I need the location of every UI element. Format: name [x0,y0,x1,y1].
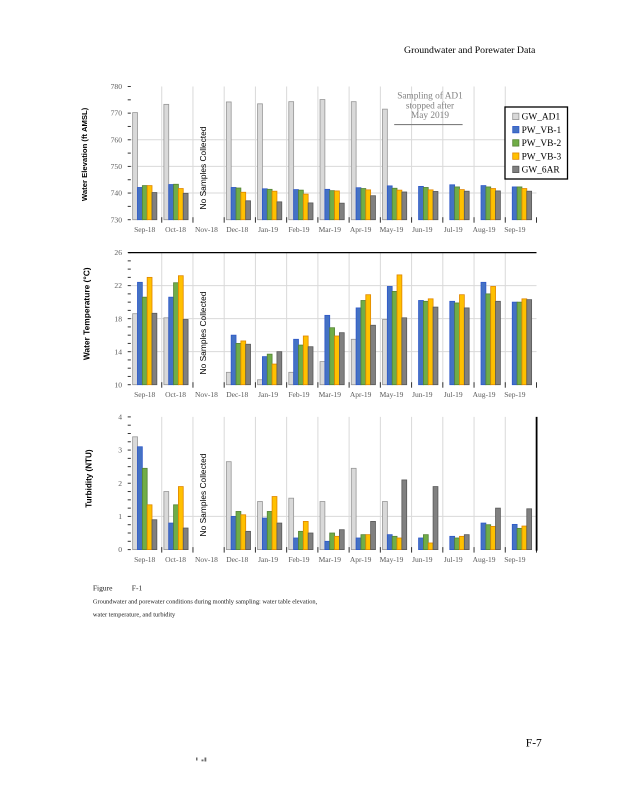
svg-text:PW_VB-2: PW_VB-2 [522,139,562,149]
svg-text:1: 1 [118,512,122,521]
svg-text:Groundwater and porewater cond: Groundwater and porewater conditions dur… [93,598,318,605]
svg-text:0: 0 [118,545,122,554]
svg-text:Dec-18: Dec-18 [226,225,248,234]
svg-text:3: 3 [118,446,122,455]
svg-text:Sep-19: Sep-19 [504,225,525,234]
svg-text:Nov-18: Nov-18 [195,225,218,234]
svg-text:GW_AD1: GW_AD1 [522,113,561,123]
svg-text:Groundwater and Porewater Data: Groundwater and Porewater Data [404,45,536,56]
svg-text:2: 2 [118,479,122,488]
svg-text:Nov-18: Nov-18 [195,390,218,399]
svg-text:Sep-19: Sep-19 [504,555,525,564]
svg-text:Sep-18: Sep-18 [134,390,155,399]
svg-text:Apr-19: Apr-19 [350,390,372,399]
svg-text:water temperature, and turbidi: water temperature, and turbidity [93,611,176,618]
svg-text:Aug-19: Aug-19 [473,555,496,564]
svg-text:Jul-19: Jul-19 [444,390,463,399]
svg-text:PW_VB-1: PW_VB-1 [522,126,562,136]
svg-text:Jan-19: Jan-19 [258,555,278,564]
svg-text:4: 4 [118,413,122,422]
svg-text:Water Temperature (°C): Water Temperature (°C) [82,267,92,360]
svg-text:PW_VB-3: PW_VB-3 [522,152,562,162]
svg-text:730: 730 [111,215,123,224]
svg-text:GW_6AR: GW_6AR [522,166,561,176]
svg-text:770: 770 [111,109,123,118]
svg-text:Oct-18: Oct-18 [165,390,186,399]
svg-text:F-1: F-1 [132,583,143,592]
svg-text:Sep-18: Sep-18 [134,225,155,234]
svg-text:Aug-19: Aug-19 [473,225,496,234]
svg-text:Dec-18: Dec-18 [226,390,248,399]
svg-text:No Samples Collected: No Samples Collected [198,453,208,536]
svg-text:Apr-19: Apr-19 [350,555,372,564]
svg-text:22: 22 [114,281,122,290]
svg-text:Oct-18: Oct-18 [165,225,186,234]
svg-text:Water Elevation (ft AMSL): Water Elevation (ft AMSL) [80,107,89,201]
svg-text:26: 26 [114,248,122,257]
svg-text:Feb-19: Feb-19 [288,390,309,399]
svg-text:Sep-18: Sep-18 [134,555,155,564]
svg-text:Feb-19: Feb-19 [288,225,309,234]
svg-text:Jun-19: Jun-19 [412,555,433,564]
svg-text:Sep-19: Sep-19 [504,390,525,399]
svg-text:Jan-19: Jan-19 [258,225,278,234]
svg-text:No Samples Collected: No Samples Collected [198,126,208,209]
svg-text:May 2019: May 2019 [411,111,449,121]
svg-text:Dec-18: Dec-18 [226,555,248,564]
svg-text:stopped after: stopped after [406,100,455,111]
svg-text:F-7: F-7 [526,737,542,749]
svg-text:Oct-18: Oct-18 [165,555,186,564]
svg-text:Apr-19: Apr-19 [350,225,372,234]
svg-text:Nov-18: Nov-18 [195,555,218,564]
svg-text:Sampling of AD1: Sampling of AD1 [397,91,463,102]
svg-text:Figure: Figure [93,583,113,592]
svg-text:Jun-19: Jun-19 [412,225,433,234]
svg-text:750: 750 [111,162,123,171]
svg-text:Jul-19: Jul-19 [444,555,463,564]
svg-text:No Samples Collected: No Samples Collected [198,291,208,374]
svg-text:10: 10 [114,380,122,389]
svg-text:740: 740 [111,189,123,198]
svg-text:Jan-19: Jan-19 [258,390,278,399]
svg-text:May-19: May-19 [380,390,404,399]
svg-text:Feb-19: Feb-19 [288,555,309,564]
svg-text:Mar-19: Mar-19 [319,390,342,399]
svg-text:Jun-19: Jun-19 [412,390,433,399]
svg-text:Aug-19: Aug-19 [473,390,496,399]
svg-text:Mar-19: Mar-19 [319,555,342,564]
svg-text:May-19: May-19 [380,225,404,234]
svg-text:Turbidity (NTU): Turbidity (NTU) [85,449,94,508]
svg-text:Mar-19: Mar-19 [319,225,342,234]
svg-text:780: 780 [111,82,123,91]
svg-text:760: 760 [111,135,123,144]
svg-text:May-19: May-19 [380,555,404,564]
svg-text:18: 18 [114,314,122,323]
svg-text:14: 14 [114,347,122,356]
svg-text:Jul-19: Jul-19 [444,225,463,234]
